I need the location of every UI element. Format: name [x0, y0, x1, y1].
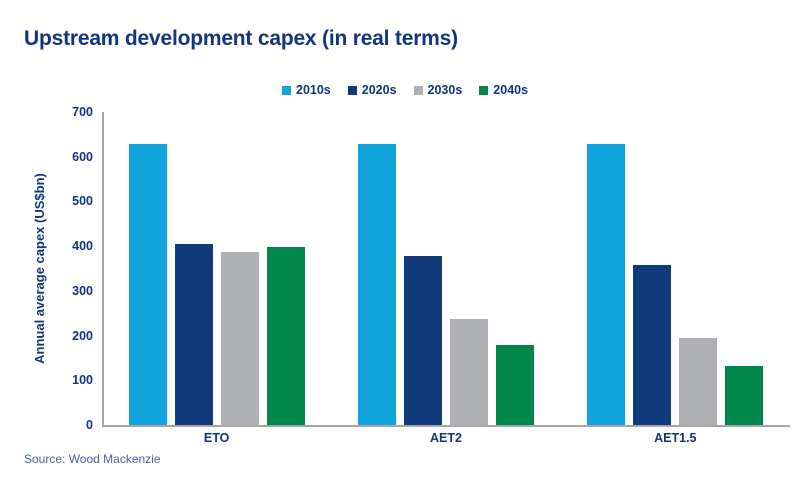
- legend-item-2040s[interactable]: 2040s: [479, 84, 528, 97]
- y-axis-tick-700: 700: [72, 105, 93, 119]
- bar-AET1.5-2040s[interactable]: [725, 365, 764, 425]
- y-axis-tick-0: 0: [86, 418, 93, 432]
- bar-ETO-2040s[interactable]: [266, 247, 305, 425]
- legend-swatch-icon-2040s: [479, 85, 489, 95]
- legend-label-2030s: 2030s: [427, 83, 463, 97]
- y-axis-title: Annual average capex (US$bn): [31, 173, 47, 364]
- bar-AET2-2010s[interactable]: [358, 144, 396, 425]
- legend-item-2010s[interactable]: 2010s: [282, 84, 331, 97]
- bar-group-ETO: [117, 112, 317, 425]
- bar-ETO-2020s[interactable]: [174, 243, 213, 425]
- x-axis-tick-AET2: AET2: [430, 431, 462, 445]
- bar-AET2-2020s[interactable]: [404, 255, 442, 425]
- source-note: Source: Wood Mackenzie: [24, 452, 161, 466]
- chart-legend: 2010s 2020s 2030s 2040s: [282, 84, 528, 97]
- x-axis-tick-AET1.5: AET1.5: [654, 431, 697, 445]
- y-axis-tick-400: 400: [72, 239, 93, 254]
- bar-AET1.5-2020s[interactable]: [633, 264, 672, 425]
- x-axis-tick-ETO: ETO: [203, 431, 230, 445]
- legend-item-2030s[interactable]: 2030s: [413, 83, 463, 97]
- y-axis-tick-100: 100: [72, 373, 93, 388]
- y-axis-line: [102, 112, 104, 425]
- y-axis-tick-300: 300: [72, 283, 93, 298]
- legend-label-2010s: 2010s: [296, 83, 331, 97]
- x-axis-line: [102, 425, 790, 427]
- legend-swatch-icon-2010s: [282, 85, 291, 95]
- legend-swatch-icon-2020s: [347, 85, 357, 95]
- bar-AET1.5-2030s[interactable]: [679, 337, 718, 425]
- y-axis-tick-500: 500: [72, 194, 93, 209]
- legend-swatch-icon-2030s: [413, 85, 423, 95]
- plot-area: 0 100 200 300 400 500 600 700 ETO AET2 AET1.5: [72, 105, 790, 445]
- bar-group-AET2: [346, 112, 546, 425]
- chart-title: Upstream development capex (in real term…: [24, 27, 458, 50]
- bar-AET1.5-2010s[interactable]: [587, 144, 626, 425]
- legend-label-2040s: 2040s: [493, 83, 529, 97]
- bar-ETO-2030s[interactable]: [220, 251, 259, 425]
- y-axis-tick-600: 600: [72, 149, 93, 164]
- bar-AET2-2030s[interactable]: [450, 319, 488, 425]
- bar-ETO-2010s[interactable]: [128, 144, 167, 425]
- legend-label-2020s: 2020s: [361, 83, 397, 97]
- bar-group-AET1.5: [575, 112, 775, 425]
- bar-AET2-2040s[interactable]: [496, 344, 534, 425]
- y-axis-tick-200: 200: [72, 328, 93, 343]
- legend-item-2020s[interactable]: 2020s: [347, 83, 397, 97]
